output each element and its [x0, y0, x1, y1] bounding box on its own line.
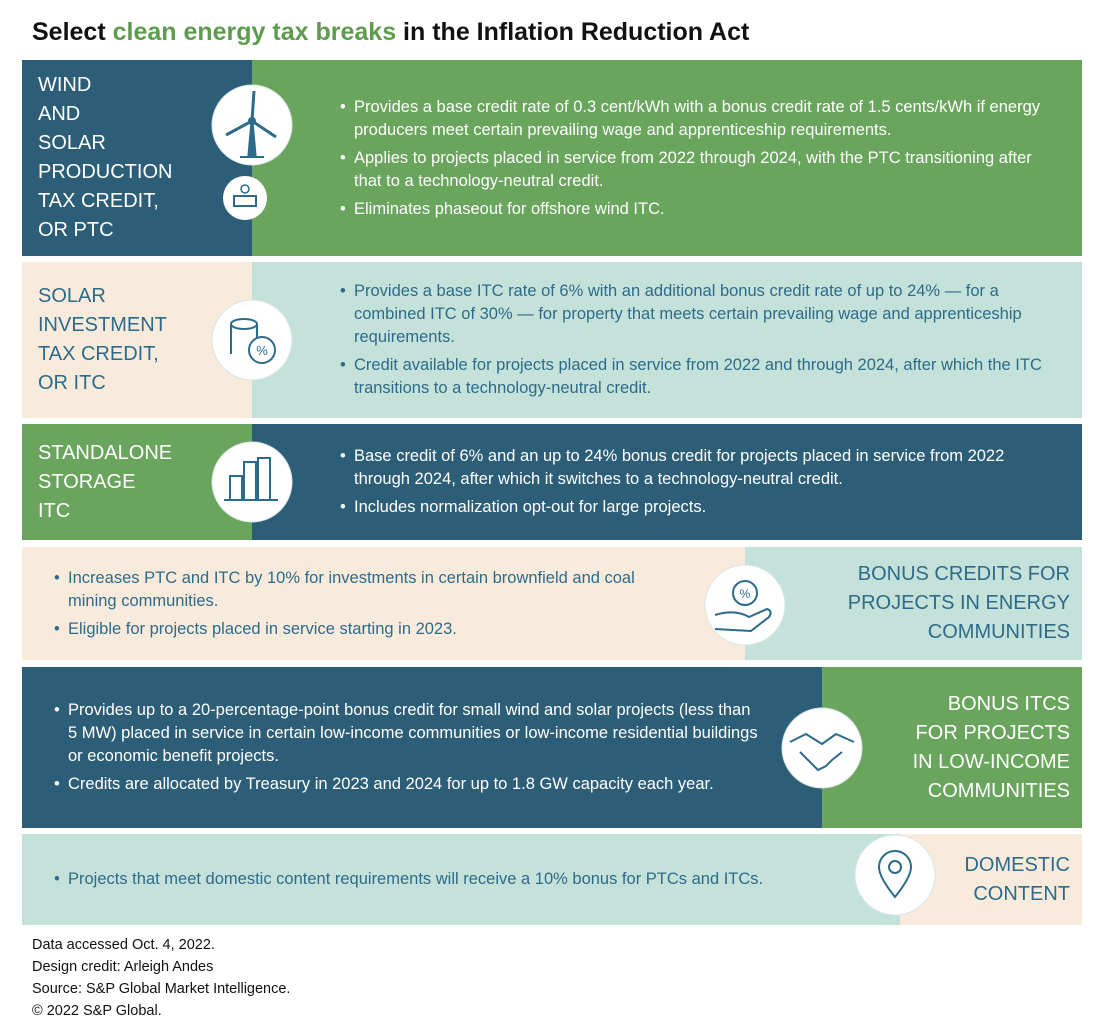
label-line: IN LOW-INCOME [912, 750, 1070, 773]
footer-line: Source: S&P Global Market Intelligence. [32, 981, 291, 997]
bullet: Eligible for projects placed in service … [54, 618, 685, 641]
label-line: SOLAR [38, 285, 106, 307]
row-content: Projects that meet domestic content requ… [22, 834, 900, 925]
row-content: Base credit of 6% and an up to 24% bonus… [252, 424, 1082, 540]
row-content: Increases PTC and ITC by 10% for investm… [22, 547, 745, 660]
bullet: Base credit of 6% and an up to 24% bonus… [340, 445, 1062, 491]
row-label: BONUS ITCS FOR PROJECTS IN LOW-INCOME COMMU… [822, 667, 1082, 828]
label-line: DOMESTIC [964, 853, 1070, 876]
row-content: Provides up to a 20-percentage-point bon… [22, 667, 822, 828]
bullet: Increases PTC and ITC by 10% for investm… [54, 567, 685, 613]
footer-line: Design credit: Arleigh Andes [32, 959, 214, 975]
label-line: AND [38, 103, 81, 125]
bullet: Provides up to a 20-percentage-point bon… [54, 699, 762, 768]
bullet: Credit available for projects placed in … [340, 354, 1062, 400]
label-line: STANDALONE [38, 441, 173, 464]
title-text: in the Inflation Reduction Act [396, 18, 750, 46]
bullet: Projects that meet domestic content requ… [54, 868, 820, 891]
label-line: OR PTC [38, 219, 114, 241]
icon: % [211, 299, 293, 381]
icon [223, 176, 267, 220]
icon [211, 84, 293, 166]
bullet-list: Provides a base credit rate of 0.3 cent/… [338, 91, 1062, 226]
bullet: Eliminates phaseout for offshore wind IT… [340, 198, 1062, 221]
label-line: WIND [38, 74, 92, 96]
footer-line: © 2022 S&P Global. [32, 1003, 162, 1019]
label-line: TAX CREDIT, [38, 343, 159, 365]
row-content: Provides a base ITC rate of 6% with an a… [252, 262, 1082, 418]
label-line: ITC [38, 499, 71, 522]
label-line: TAX CREDIT, [38, 190, 159, 212]
bullet-list: Base credit of 6% and an up to 24% bonus… [338, 440, 1062, 524]
bullet: Applies to projects placed in service fr… [340, 147, 1062, 193]
bullet: Provides a base ITC rate of 6% with an a… [340, 280, 1062, 349]
bullet: Includes normalization opt-out for large… [340, 496, 1062, 519]
bullet-list: Provides up to a 20-percentage-point bon… [52, 694, 762, 801]
label-line: STORAGE [38, 470, 136, 493]
bullet-list: Provides a base ITC rate of 6% with an a… [338, 275, 1062, 405]
footer: Data accessed Oct. 4, 2022. Design credit… [32, 934, 290, 1022]
icon [854, 834, 936, 916]
title-highlight: clean energy tax breaks [112, 18, 397, 46]
label-line: COMMUNITIES [927, 621, 1070, 643]
label-line: INVESTMENT [38, 314, 167, 336]
icon [781, 707, 863, 789]
row-label: BONUS CREDITS FOR PROJECTS IN ENERGY COMMU… [745, 547, 1082, 660]
icon [211, 441, 293, 523]
svg-text:%: % [740, 587, 751, 601]
label-line: SOLAR [38, 132, 106, 154]
label-line: COMMUNITIES [927, 779, 1070, 802]
label-line: PROJECTS IN ENERGY [847, 592, 1070, 614]
title-text: Select [32, 18, 113, 46]
label-line: PRODUCTION [38, 161, 173, 183]
icon: % [704, 564, 786, 646]
label-line: CONTENT [973, 882, 1070, 905]
title: Select clean energy tax breaks in the In… [32, 18, 749, 47]
svg-text:%: % [256, 343, 268, 358]
label-line: FOR PROJECTS [915, 721, 1070, 744]
row-label: WIND AND SOLAR PRODUCTION TAX CREDIT, OR PTC [22, 60, 252, 256]
bullet-list: Increases PTC and ITC by 10% for investm… [52, 562, 685, 646]
label-line: BONUS CREDITS FOR [857, 563, 1070, 585]
label-line: OR ITC [38, 372, 106, 394]
row-content: Provides a base credit rate of 0.3 cent/… [252, 60, 1082, 256]
bullet: Credits are allocated by Treasury in 202… [54, 773, 762, 796]
label-line: BONUS ITCS [947, 692, 1070, 715]
footer-line: Data accessed Oct. 4, 2022. [32, 937, 215, 953]
bullet: Provides a base credit rate of 0.3 cent/… [340, 96, 1062, 142]
bullet-list: Projects that meet domestic content requ… [52, 863, 820, 896]
